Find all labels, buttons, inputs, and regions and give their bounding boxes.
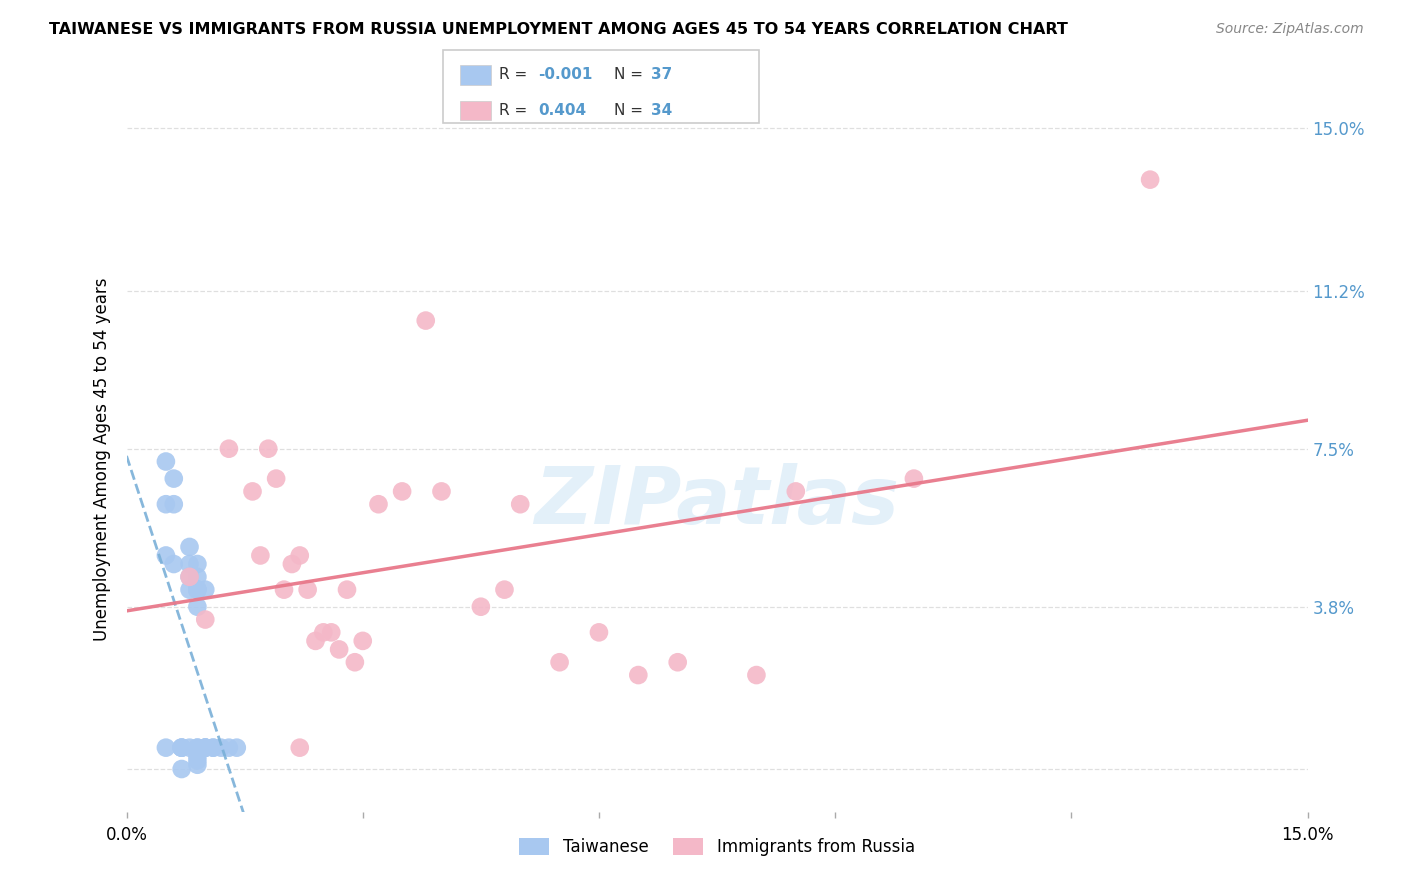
Point [194,740,217,755]
Text: N =: N = [614,103,648,118]
Point [170,740,193,755]
Point [202,740,225,755]
Point [186,599,208,614]
Point [225,740,247,755]
Point [430,484,453,499]
Point [257,442,280,456]
Point [627,668,650,682]
Point [155,497,177,511]
Text: Source: ZipAtlas.com: Source: ZipAtlas.com [1216,22,1364,37]
Point [186,570,208,584]
Point [170,740,193,755]
Point [194,740,217,755]
Point [163,497,186,511]
Point [179,740,201,755]
Point [242,484,264,499]
Point [179,557,201,571]
Point [304,633,326,648]
Point [186,582,208,597]
Point [186,757,208,772]
Point [155,549,177,563]
Point [321,625,343,640]
Point [186,740,208,755]
Point [194,740,217,755]
Point [352,633,374,648]
Point [588,625,610,640]
Point [194,740,217,755]
Text: R =: R = [499,68,533,82]
Text: N =: N = [614,68,648,82]
Point [785,484,807,499]
Text: R =: R = [499,103,533,118]
Point [186,557,208,571]
Point [415,313,437,327]
Point [194,582,217,597]
Point [170,740,193,755]
Point [312,625,335,640]
Point [281,557,304,571]
Point [288,740,311,755]
Point [186,582,208,597]
Point [328,642,350,657]
Point [391,484,413,499]
Point [343,655,366,669]
Point [249,549,271,563]
Point [336,582,359,597]
Point [470,599,492,614]
Point [170,762,193,776]
Point [218,740,240,755]
Y-axis label: Unemployment Among Ages 45 to 54 years: Unemployment Among Ages 45 to 54 years [93,277,111,641]
Text: 34: 34 [651,103,672,118]
Point [186,582,208,597]
Text: ZIPatlas: ZIPatlas [534,463,900,541]
Point [297,582,319,597]
Point [1139,172,1161,186]
Point [163,472,186,486]
Text: 37: 37 [651,68,672,82]
Point [155,454,177,468]
Point [186,754,208,768]
Point [273,582,295,597]
Point [264,472,287,486]
Point [209,740,232,755]
Point [548,655,571,669]
Point [288,549,311,563]
Text: 0.404: 0.404 [538,103,586,118]
Legend: Taiwanese, Immigrants from Russia: Taiwanese, Immigrants from Russia [519,838,915,856]
Text: TAIWANESE VS IMMIGRANTS FROM RUSSIA UNEMPLOYMENT AMONG AGES 45 TO 54 YEARS CORRE: TAIWANESE VS IMMIGRANTS FROM RUSSIA UNEM… [49,22,1069,37]
Point [155,740,177,755]
Point [163,557,186,571]
Point [494,582,516,597]
Point [179,570,201,584]
Point [666,655,689,669]
Point [186,740,208,755]
Point [218,442,240,456]
Point [745,668,768,682]
Text: -0.001: -0.001 [538,68,593,82]
Point [179,582,201,597]
Point [202,740,225,755]
Point [179,540,201,554]
Point [186,749,208,764]
Point [194,613,217,627]
Point [903,472,925,486]
Point [179,570,201,584]
Point [367,497,389,511]
Point [509,497,531,511]
